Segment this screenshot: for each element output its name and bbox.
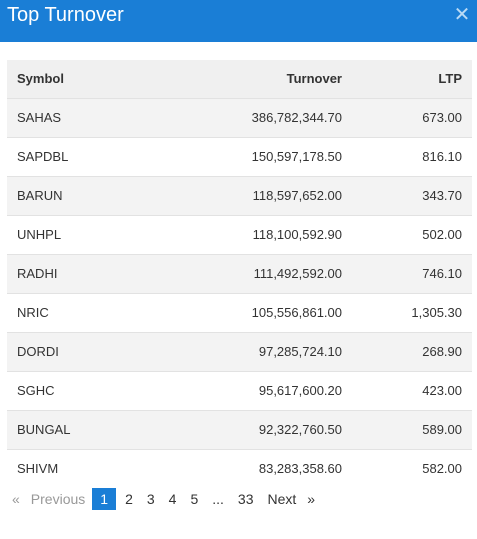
symbol-cell[interactable]: SAPDBL bbox=[17, 149, 69, 164]
next-arrow-icon[interactable]: » bbox=[307, 491, 316, 507]
turnover-cell: 97,285,724.10 bbox=[258, 344, 342, 359]
symbol-cell[interactable]: SHIVM bbox=[17, 461, 59, 477]
ltp-cell: 582.00 bbox=[422, 461, 462, 477]
ltp-cell: 673.00 bbox=[422, 110, 462, 125]
page-link-5[interactable]: 5 bbox=[190, 491, 199, 507]
ltp-cell: 502.00 bbox=[422, 227, 462, 242]
ltp-cell: 1,305.30 bbox=[411, 305, 462, 320]
column-header-ltp[interactable]: LTP bbox=[438, 71, 462, 87]
turnover-cell: 150,597,178.50 bbox=[251, 149, 342, 164]
table-row: UNHPL 118,100,592.90 502.00 bbox=[7, 215, 472, 254]
ltp-cell: 343.70 bbox=[422, 188, 462, 203]
turnover-cell: 386,782,344.70 bbox=[251, 110, 342, 125]
symbol-cell[interactable]: BARUN bbox=[17, 188, 63, 203]
table-row: SGHC 95,617,600.20 423.00 bbox=[7, 371, 472, 410]
pagination: « Previous 1 2 3 4 5 ... 33 Next » bbox=[8, 488, 319, 510]
page-link-4[interactable]: 4 bbox=[168, 491, 177, 507]
previous-arrow-icon[interactable]: « bbox=[12, 491, 20, 507]
table-row: BARUN 118,597,652.00 343.70 bbox=[7, 176, 472, 215]
symbol-cell[interactable]: DORDI bbox=[17, 344, 59, 359]
modal-header: Top Turnover ✕ bbox=[0, 0, 477, 42]
table-row: NRIC 105,556,861.00 1,305.30 bbox=[7, 293, 472, 332]
ltp-cell: 816.10 bbox=[422, 149, 462, 164]
next-page-link[interactable]: Next bbox=[267, 491, 297, 507]
ltp-cell: 268.90 bbox=[422, 344, 462, 359]
ltp-cell: 746.10 bbox=[422, 266, 462, 281]
symbol-cell[interactable]: UNHPL bbox=[17, 227, 62, 242]
symbol-cell[interactable]: SAHAS bbox=[17, 110, 62, 125]
page-link-33[interactable]: 33 bbox=[237, 491, 254, 507]
page-link-2[interactable]: 2 bbox=[125, 491, 133, 507]
previous-page-link[interactable]: Previous bbox=[30, 491, 86, 507]
column-header-symbol[interactable]: Symbol bbox=[17, 71, 64, 87]
table-row: SAHAS 386,782,344.70 673.00 bbox=[7, 98, 472, 137]
turnover-cell: 105,556,861.00 bbox=[251, 305, 342, 320]
turnover-cell: 83,283,358.60 bbox=[258, 461, 342, 477]
symbol-cell[interactable]: BUNGAL bbox=[17, 422, 71, 437]
turnover-cell: 92,322,760.50 bbox=[258, 422, 342, 437]
table-row: RADHI 111,492,592.00 746.10 bbox=[7, 254, 472, 293]
column-header-turnover[interactable]: Turnover bbox=[286, 71, 342, 87]
ltp-cell: 423.00 bbox=[422, 383, 462, 398]
symbol-cell[interactable]: RADHI bbox=[17, 266, 58, 281]
turnover-table: Symbol Turnover LTP SAHAS 386,782,344.70… bbox=[7, 60, 472, 488]
page-link-1[interactable]: 1 bbox=[92, 488, 117, 510]
symbol-cell[interactable]: NRIC bbox=[17, 305, 49, 320]
symbol-cell[interactable]: SGHC bbox=[17, 383, 55, 398]
table-row: DORDI 97,285,724.10 268.90 bbox=[7, 332, 472, 371]
turnover-cell: 118,597,652.00 bbox=[252, 188, 342, 203]
table-row: SAPDBL 150,597,178.50 816.10 bbox=[7, 137, 472, 176]
ltp-cell: 589.00 bbox=[422, 422, 462, 437]
table-row: BUNGAL 92,322,760.50 589.00 bbox=[7, 410, 472, 449]
close-icon[interactable]: ✕ bbox=[453, 4, 471, 26]
table-header-row: Symbol Turnover LTP bbox=[7, 60, 472, 98]
modal-title: Top Turnover bbox=[7, 4, 124, 26]
turnover-cell: 111,492,592.00 bbox=[253, 266, 342, 281]
turnover-cell: 95,617,600.20 bbox=[258, 383, 342, 398]
page-link-3[interactable]: 3 bbox=[146, 491, 155, 507]
turnover-cell: 118,100,592.90 bbox=[252, 227, 342, 242]
table-row: SHIVM 83,283,358.60 582.00 bbox=[7, 449, 472, 488]
page-ellipsis: ... bbox=[212, 491, 224, 507]
